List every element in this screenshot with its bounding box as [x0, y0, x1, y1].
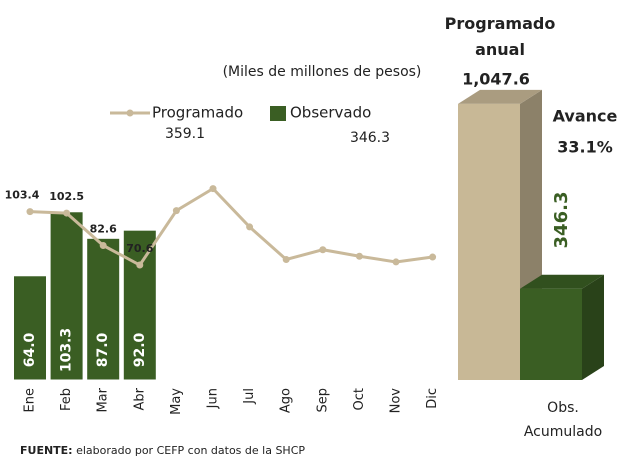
legend-label: Programado [152, 104, 243, 122]
category-label-line: Obs. [547, 400, 579, 416]
source-text: elaborado por CEFP con datos de la SHCP [76, 444, 305, 457]
x-tick-label: Ene [23, 388, 38, 412]
point [26, 208, 34, 216]
bar-label: 87.0 [95, 332, 111, 367]
bar-top [458, 89, 542, 104]
point [172, 207, 180, 215]
legend-total: 346.3 [350, 130, 390, 146]
x-tick-label: Dic [425, 388, 440, 409]
x-tick-label: Jul [242, 388, 257, 405]
point-label: 102.5 [49, 190, 84, 203]
x-tick-label: Oct [352, 388, 367, 410]
annotation: Avance [553, 107, 618, 126]
x-tick-label: Ago [279, 388, 294, 413]
legend-swatch [270, 106, 286, 121]
x-tick-label: Abr [132, 387, 147, 410]
annotation-value: 33.1% [557, 138, 613, 157]
x-tick-label: Jun [206, 388, 221, 409]
category-label-line: anual [475, 40, 525, 59]
point-label: 70.6 [126, 242, 153, 255]
x-tick-label: Nov [389, 388, 404, 414]
point [392, 258, 400, 266]
category-label: Programado anual [445, 14, 556, 59]
bar [49, 211, 84, 381]
bar-label: 64.0 [22, 332, 38, 367]
point [136, 261, 144, 269]
category-label-line: Programado [445, 14, 556, 33]
source-label: FUENTE: [20, 444, 73, 457]
subtitle: (Miles de millones de pesos) [223, 64, 422, 80]
x-tick-label: May [169, 388, 184, 415]
bar-label: 92.0 [132, 332, 148, 367]
line [29, 186, 433, 267]
legend-marker [126, 109, 134, 117]
point-label: 82.6 [90, 222, 117, 235]
bar [13, 275, 47, 381]
bar [122, 229, 157, 381]
bar [86, 237, 121, 381]
x-tick-label: Sep [315, 388, 330, 413]
point [429, 253, 437, 261]
bar-side [582, 274, 604, 380]
legend-label: Observado [290, 104, 371, 122]
point [282, 255, 290, 263]
value-label: 346.3 [551, 192, 572, 249]
point [319, 246, 327, 254]
legend-total: 359.1 [165, 126, 205, 142]
point [209, 185, 217, 193]
x-tick-label: Feb [59, 388, 74, 411]
category-label: Obs. Acumulado [524, 400, 602, 440]
point [99, 241, 107, 249]
category-label-line: Acumulado [524, 424, 602, 440]
bar [520, 288, 582, 380]
point-label: 103.4 [5, 189, 40, 202]
point [355, 252, 363, 260]
bar [458, 103, 520, 380]
source: FUENTE: elaborado por CEFP con datos de … [20, 444, 305, 457]
bar-top [520, 274, 604, 289]
x-tick-label: Mar [96, 387, 111, 412]
point [246, 223, 254, 231]
point [63, 209, 71, 217]
value-label: 1,047.6 [462, 70, 530, 89]
bar-label: 103.3 [59, 328, 75, 372]
